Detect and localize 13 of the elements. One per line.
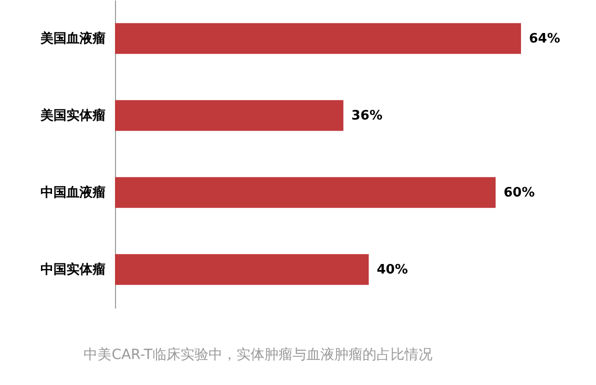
y-tick-label: 中国实体瘤 — [40, 262, 106, 278]
bar — [115, 177, 496, 208]
bar — [115, 23, 521, 54]
y-tick-label: 中国血液瘤 — [40, 184, 106, 200]
y-tick-label: 美国实体瘤 — [40, 108, 106, 124]
data-label: 36% — [351, 108, 382, 124]
bar — [115, 100, 344, 131]
data-label: 40% — [376, 262, 408, 278]
bar — [115, 254, 369, 285]
y-tick-label: 美国血液瘤 — [40, 30, 106, 46]
data-label: 60% — [504, 186, 535, 200]
data-label: 64% — [529, 32, 560, 46]
text: 中美CAR-T临床实验中，实体肿瘤与血液肿瘤的占比情况 — [84, 347, 432, 363]
